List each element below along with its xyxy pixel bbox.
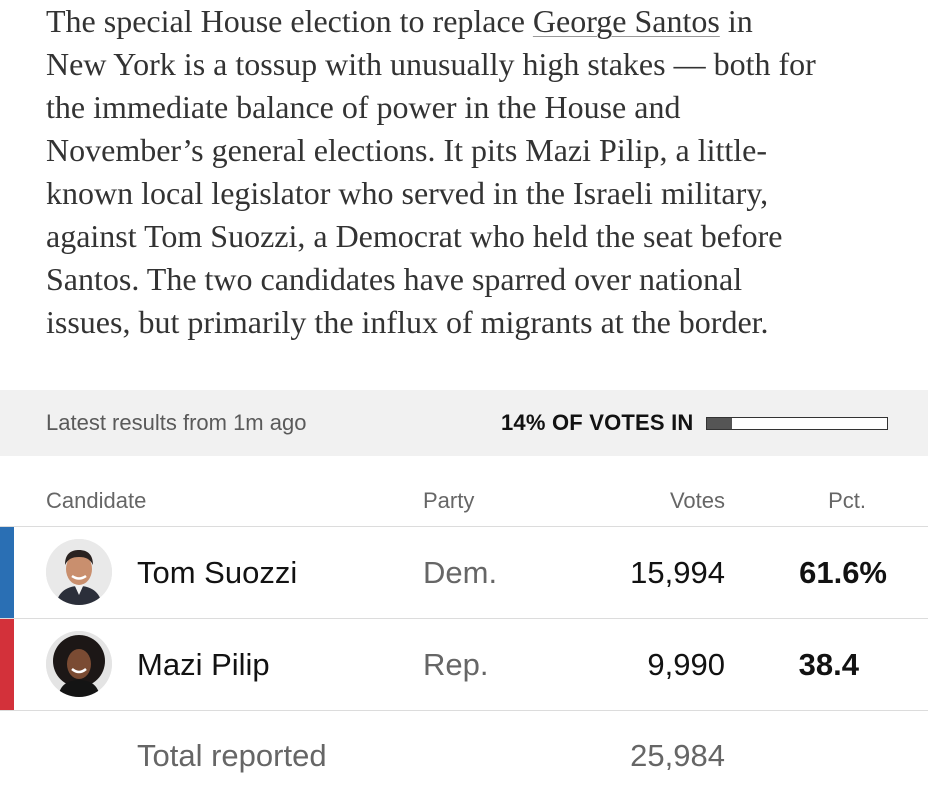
results-status-bar: Latest results from 1m ago 14% OF VOTES … <box>0 390 928 456</box>
header-pct: Pct. <box>828 488 866 513</box>
candidate-name: Tom Suozzi <box>137 555 298 590</box>
republican-party-stripe <box>0 619 14 710</box>
candidate-votes: 15,994 <box>630 555 725 590</box>
candidate-name: Mazi Pilip <box>137 647 270 682</box>
header-votes: Votes <box>669 488 725 513</box>
votes-in-label: 14% OF VOTES IN <box>501 410 694 435</box>
article-paragraph: The special House election to replace Ge… <box>46 0 896 344</box>
table-row: Tom Suozzi Dem. 15,994 61.6% <box>0 527 928 619</box>
article-line: against Tom Suozzi, a Democrat who held … <box>46 218 783 254</box>
democrat-party-stripe <box>0 527 14 618</box>
candidate-photo <box>46 631 112 697</box>
votes-in-progress-bar <box>706 417 888 430</box>
total-reported-votes: 25,984 <box>630 738 725 773</box>
article-text: The special House election to replace <box>46 3 533 39</box>
header-candidate: Candidate <box>46 488 147 513</box>
article-line: November’s general elections. It pits Ma… <box>46 132 767 168</box>
table-header: Candidate Party Votes Pct. <box>0 456 928 527</box>
george-santos-link[interactable]: George Santos <box>532 3 720 39</box>
candidate-pct: 61.6% <box>799 555 887 590</box>
total-row: Total reported 25,984 <box>0 711 928 801</box>
table-row: Mazi Pilip Rep. 9,990 38.4 <box>0 619 928 711</box>
candidate-avatar <box>46 631 112 697</box>
article-line: the immediate balance of power in the Ho… <box>46 89 681 125</box>
candidate-party: Rep. <box>423 647 489 682</box>
article-line: issues, but primarily the influx of migr… <box>46 304 769 340</box>
article-line: known local legislator who served in the… <box>46 175 769 211</box>
candidate-pct: 38.4 <box>798 647 859 682</box>
article-line: New York is a tossup with unusually high… <box>46 46 816 82</box>
article-line: The special House election to replace Ge… <box>46 0 896 43</box>
candidate-avatar <box>46 539 112 605</box>
candidate-votes: 9,990 <box>647 647 725 682</box>
votes-in-progress-fill <box>707 418 733 429</box>
article-line: Santos. The two candidates have sparred … <box>46 261 743 297</box>
total-reported-label: Total reported <box>137 738 327 773</box>
article-text: in <box>719 3 753 39</box>
header-party: Party <box>423 488 475 513</box>
candidate-photo <box>46 539 112 605</box>
candidate-party: Dem. <box>423 555 498 590</box>
latest-results-timestamp: Latest results from 1m ago <box>46 410 307 435</box>
results-table: Candidate Party Votes Pct. Tom Suozzi De… <box>0 456 928 801</box>
